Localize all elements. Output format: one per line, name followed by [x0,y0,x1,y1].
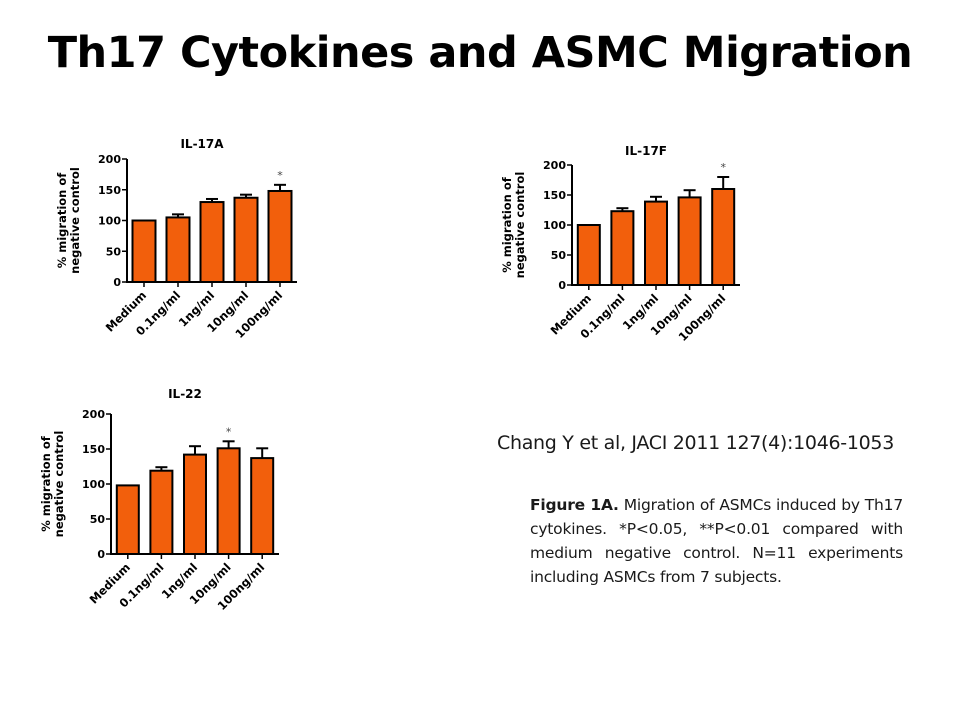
bar [115,484,140,555]
y-tick-label: 100 [98,215,121,228]
bar [131,219,157,283]
chart-title: IL-22 [168,387,202,401]
y-tick-label: 100 [543,219,566,232]
bar [233,196,259,283]
y-tick-label: 0 [558,279,566,292]
caption-text: Migration of ASMCs induced by Th17 cytok… [530,496,903,586]
chart-il-22: IL-22 % migration ofnegative control 0 50 10… [39,387,279,613]
bar [677,196,702,286]
y-tick-label: 50 [106,245,122,258]
y-axis-label: % migration ofnegative control [500,172,527,279]
y-tick-label: 150 [82,443,105,456]
significance-marker: * [720,161,726,174]
citation: Chang Y et al, JACI 2011 127(4):1046-105… [497,432,894,454]
y-tick-label: 150 [98,184,121,197]
chart-il-17f: IL-17F % migration ofnegative control 0 50 1… [500,144,740,344]
y-tick-label: 0 [97,548,105,561]
bar [250,457,275,556]
y-axis-label: % migration ofnegative control [55,167,82,274]
bar [199,201,225,283]
bar [610,210,635,286]
significance-marker: * [277,169,283,182]
bar [644,200,668,287]
bar [576,224,601,286]
slide-title: Th17 Cytokines and ASMC Migration [47,28,913,78]
bar [165,216,191,283]
y-tick-label: 150 [543,189,566,202]
bar [711,188,736,286]
y-tick-label: 50 [551,249,567,262]
bar [149,469,174,556]
y-tick-label: 0 [113,276,121,289]
bar [183,453,207,556]
y-axis-label: % migration ofnegative control [39,431,66,538]
y-tick-label: 50 [90,513,106,526]
chart-il-17a: IL-17A % migration ofnegative control 0 50 1… [55,137,297,341]
bar [216,447,241,555]
figure-caption: Figure 1A. Migration of ASMCs induced by… [530,493,903,589]
y-tick-label: 200 [98,153,121,166]
y-tick-label: 100 [82,478,105,491]
significance-marker: * [226,425,232,438]
y-tick-label: 200 [543,159,566,172]
chart-title: IL-17A [180,137,224,151]
chart-title: IL-17F [625,144,667,158]
bar [267,189,293,283]
y-tick-label: 200 [82,408,105,421]
caption-label: Figure 1A. [530,496,619,514]
